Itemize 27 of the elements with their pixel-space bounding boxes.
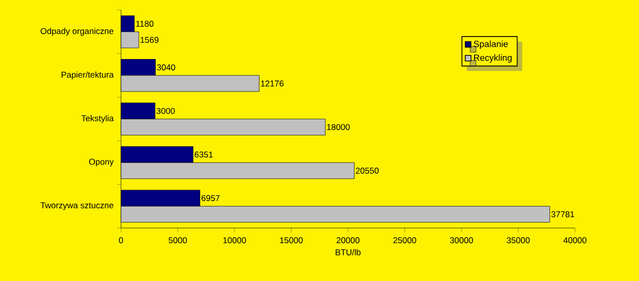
x-tick-label: 5000 bbox=[168, 237, 187, 244]
x-tick-label: 15000 bbox=[280, 237, 303, 244]
x-tick-label: 25000 bbox=[393, 237, 416, 244]
data-label: 6957 bbox=[202, 195, 220, 202]
x-tick-label: 0 bbox=[118, 237, 124, 244]
data-label: 18000 bbox=[327, 124, 350, 130]
x-tick-label: 30000 bbox=[450, 237, 473, 244]
legend-label: Recykling bbox=[474, 54, 512, 63]
x-tick-label: 10000 bbox=[223, 237, 246, 244]
data-label: 12176 bbox=[261, 80, 284, 86]
data-label: 1569 bbox=[140, 36, 158, 43]
legend-label: Spalanie bbox=[474, 40, 508, 49]
data-label: 1180 bbox=[136, 20, 154, 27]
y-tick-label: Papier/tektura bbox=[62, 71, 114, 80]
data-label: 3000 bbox=[156, 108, 175, 114]
data-label: 20550 bbox=[356, 168, 379, 174]
y-tick-label: Tekstylia bbox=[81, 115, 114, 123]
x-tick-label: 35000 bbox=[506, 237, 530, 244]
x-tick-label: 20000 bbox=[336, 237, 360, 244]
x-axis-title: BTU/lb bbox=[336, 249, 361, 256]
y-tick-label: Odpady organiczne bbox=[40, 28, 114, 36]
data-label: 3040 bbox=[157, 64, 176, 70]
data-label: 6351 bbox=[194, 152, 213, 158]
y-tick-label: Tworzywa sztuczne bbox=[40, 202, 114, 210]
x-tick-label: 40000 bbox=[563, 237, 586, 244]
y-tick-label: Opony bbox=[89, 158, 114, 166]
data-label: 37781 bbox=[551, 211, 574, 218]
